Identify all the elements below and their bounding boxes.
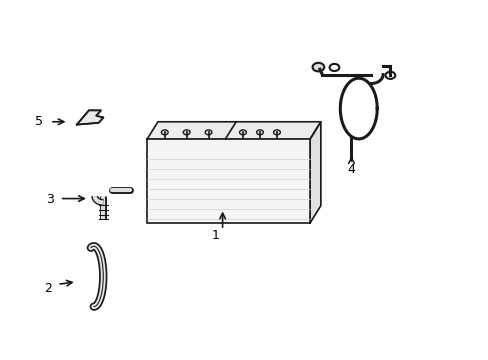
Polygon shape	[77, 111, 103, 125]
Circle shape	[239, 130, 246, 135]
Circle shape	[312, 63, 324, 71]
Circle shape	[256, 130, 263, 135]
Circle shape	[183, 130, 190, 135]
Circle shape	[161, 130, 168, 135]
Text: 1: 1	[211, 229, 219, 242]
Circle shape	[204, 130, 211, 135]
Text: 4: 4	[347, 163, 355, 176]
Text: 5: 5	[35, 114, 43, 127]
Text: 3: 3	[46, 193, 54, 206]
FancyBboxPatch shape	[147, 139, 309, 223]
Polygon shape	[309, 122, 320, 223]
Text: 2: 2	[43, 283, 51, 296]
Polygon shape	[147, 122, 320, 139]
Circle shape	[273, 130, 280, 135]
